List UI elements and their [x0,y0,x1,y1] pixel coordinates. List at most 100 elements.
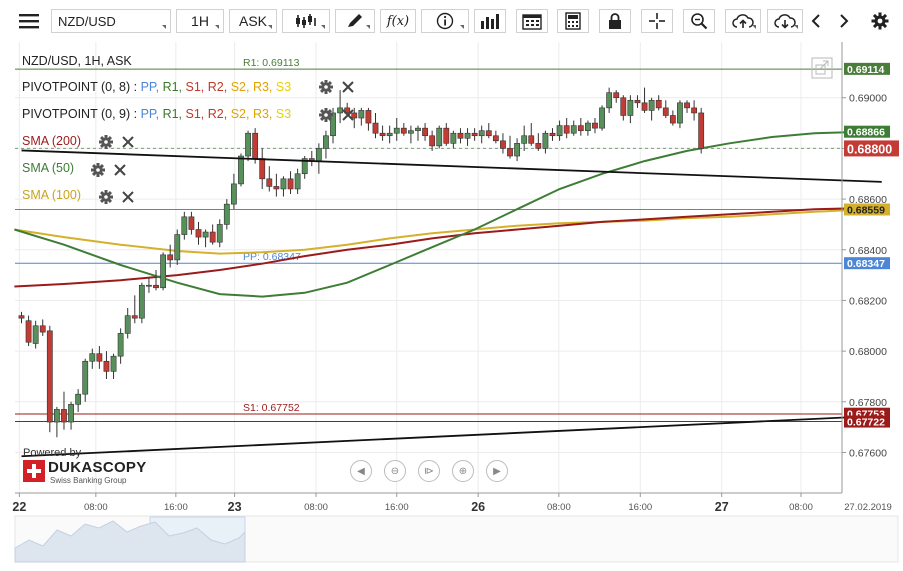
x-tick-label: 16:00 [385,502,409,513]
trendlines[interactable] [21,149,882,458]
candle-body [535,143,542,149]
reset-view-icon: ⧐ [424,465,434,477]
candle-body [146,284,152,287]
candle-body [542,132,549,149]
candle-body [500,140,506,149]
sma100-legend[interactable]: SMA (100) [22,188,82,202]
candle-body [592,122,598,129]
candle-body [655,99,662,109]
price-tag-bg [844,203,890,216]
function-button[interactable]: f(x) [380,9,416,33]
nav-zoom-out-button[interactable]: ⊖ [384,460,406,482]
x-tick-label: 08:00 [789,502,813,513]
price-tag-bg [844,257,890,270]
x-tick-label: 08:00 [547,502,571,513]
nav-reset-button[interactable]: ⧐ [418,460,440,482]
pivot-indicator-2-levels: : PP, R1, S1, R2, S2, R3, S3 [133,107,292,121]
candle-body [677,102,683,124]
candle-body [337,107,343,114]
lock-icon [609,13,621,29]
calendar-button[interactable] [516,9,548,33]
scroll-right-button[interactable] [833,9,855,33]
candle-body [485,130,492,137]
candle-body [18,315,25,319]
candle-body [153,284,159,289]
candle-body [407,130,414,134]
candle-body [549,132,556,137]
price-side-selector[interactable]: ASK [229,9,277,33]
candle-body [323,135,329,149]
scroll-left-button[interactable] [805,9,827,33]
candle-body [266,178,273,187]
pivot-level-name: PP, [140,107,163,121]
nav-zoom-in-button[interactable]: ⊕ [452,460,474,482]
timeframe-selector[interactable]: 1H [176,9,224,33]
candle-body [577,125,584,131]
candle-body [422,127,428,137]
maximize-icon [815,60,829,75]
candle-body [131,315,138,319]
candle-body [514,143,520,157]
indicators-button[interactable] [474,9,506,33]
pivot-indicator-2[interactable]: PIVOTPOINT (0, 9) : PP, R1, S1, R2, S2, … [22,107,291,121]
candle-body [124,315,131,334]
candle-body [521,135,528,144]
candle-body [351,112,358,119]
candle-body [53,409,60,423]
settings-button[interactable] [868,9,892,33]
info-button[interactable] [421,9,469,33]
candle-body [556,125,563,137]
maximize-button[interactable] [811,57,833,79]
pivot-level-name: S2, [230,80,253,94]
pivot-indicator-1[interactable]: PIVOTPOINT (0, 8) : PP, R1, S1, R2, S2, … [22,80,291,94]
candle-body [457,132,464,139]
axes: 0.67600 0.67800 0.68000 0.68200 0.68400 0.686… [12,42,892,514]
settings-gear-icon [871,12,889,30]
candle-body [138,284,145,319]
candle-body [599,107,605,129]
upload-button[interactable] [725,9,761,33]
x-tick-label: 26 [471,500,485,514]
pivot-level-name: R2, [207,107,231,121]
pivot-level-label: R1: 0.69113 [243,57,300,69]
candle-body [280,178,287,190]
trendline[interactable] [21,414,882,458]
price-tag-label: 0.68866 [847,127,885,139]
price-tag-label: 0.68800 [847,142,892,156]
pivot-level-name: R1, [162,80,186,94]
draw-button[interactable] [335,9,375,33]
candle-body [195,229,202,238]
candle-body [641,102,648,111]
candle-body [75,393,82,405]
candle-body [89,353,96,362]
pivot-level-name: S3 [275,107,292,121]
trendline[interactable] [21,149,882,183]
symbol-selector[interactable]: NZD/USD [51,9,171,33]
nav-forward-button[interactable]: ▶ [486,460,508,482]
pivot-level-name: S2, [230,107,253,121]
moving-averages [14,130,865,298]
powered-by-label: Powered by [23,447,82,459]
sma100-line [14,208,865,255]
candle-body [507,148,513,157]
zoom-button[interactable] [683,9,715,33]
calculator-button[interactable] [557,9,589,33]
hamburger-menu-icon[interactable] [11,9,47,33]
sma200-legend[interactable]: SMA (200) [22,134,82,148]
chart-type-button[interactable] [282,9,330,33]
crosshair-button[interactable] [641,9,673,33]
bar-chart-icon [481,14,499,29]
nav-back-button[interactable]: ◀ [350,460,372,482]
candle-body [202,231,209,238]
arrow-left-icon [811,14,820,28]
triangle-left-icon: ◀ [357,465,365,477]
y-tick-label: 0.68600 [849,194,887,206]
download-button[interactable] [767,9,803,33]
pivot-level-name: R3, [252,80,276,94]
navigator-strip[interactable] [14,515,899,563]
x-tick-label: 08:00 [304,502,328,513]
price-tag-bg [844,62,890,75]
sma50-legend[interactable]: SMA (50) [22,161,75,175]
lock-button[interactable] [599,9,631,33]
